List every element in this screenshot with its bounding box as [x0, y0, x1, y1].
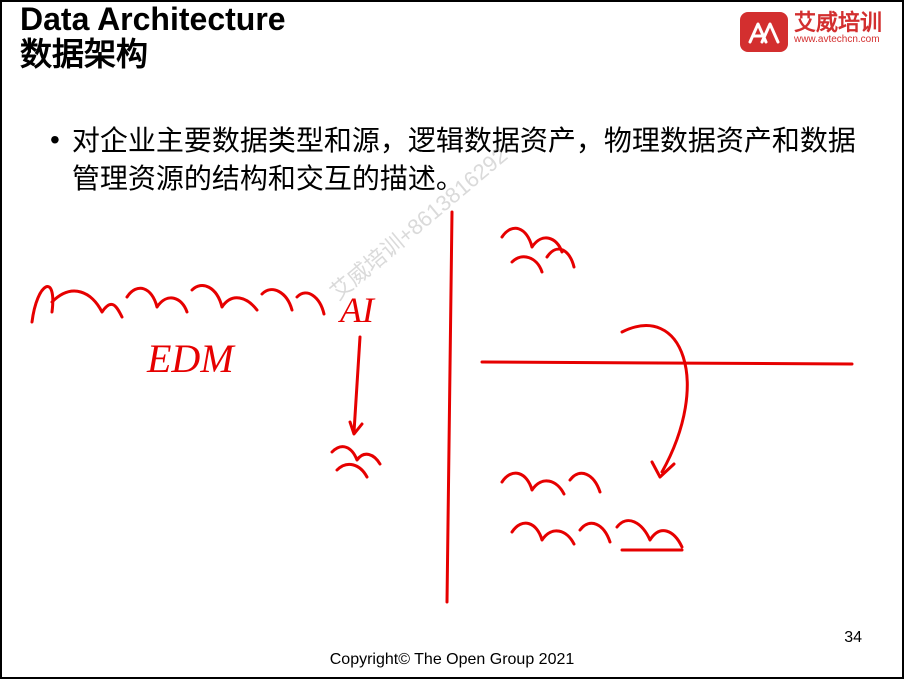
logo-icon	[740, 12, 788, 52]
brand-logo: 艾威培训 www.avtechcn.com	[740, 12, 882, 52]
bullet-item: • 对企业主要数据类型和源，逻辑数据资产，物理数据资产和数据管理资源的结构和交互…	[50, 122, 862, 198]
bullet-text: 对企业主要数据类型和源，逻辑数据资产，物理数据资产和数据管理资源的结构和交互的描…	[72, 122, 862, 198]
logo-text: 艾威培训 www.avtechcn.com	[794, 12, 882, 46]
svg-text:AI: AI	[338, 290, 376, 330]
page-number: 34	[844, 629, 862, 647]
title-english: Data Architecture	[20, 2, 286, 37]
logo-brand-name: 艾威培训	[794, 12, 882, 34]
title-block: Data Architecture 数据架构	[20, 2, 286, 72]
bullet-marker: •	[50, 122, 60, 158]
logo-url: www.avtechcn.com	[794, 34, 882, 46]
copyright: Copyright© The Open Group 2021	[2, 651, 902, 669]
handwritten-annotations: EDM AI	[2, 202, 904, 622]
title-chinese: 数据架构	[20, 37, 286, 72]
svg-text:EDM: EDM	[146, 336, 236, 381]
